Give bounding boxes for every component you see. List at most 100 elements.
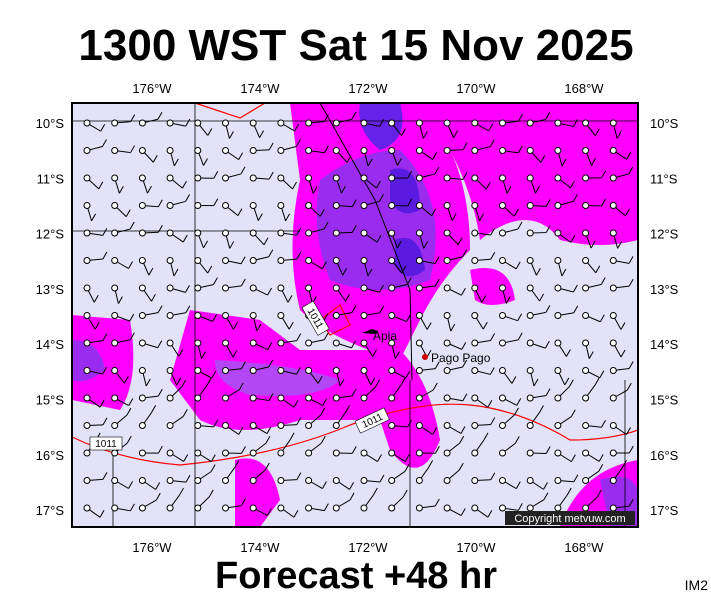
wind-barb [111, 202, 131, 217]
barb-flag [406, 277, 412, 285]
wind-barb [111, 145, 136, 154]
station [166, 449, 174, 457]
barb-flag [324, 114, 329, 122]
wind-barb [471, 202, 484, 222]
wind-barb [526, 112, 551, 127]
barb-flag [183, 454, 189, 462]
station [443, 229, 451, 237]
station [138, 257, 146, 264]
wind-barb [332, 477, 355, 490]
barb-flag [620, 322, 626, 330]
barb-flag [573, 119, 578, 127]
wind-barb [360, 174, 381, 189]
barb-flag [213, 277, 218, 285]
wind-barb [526, 477, 548, 490]
station [166, 284, 174, 292]
station [138, 394, 146, 402]
barb-flag [294, 123, 300, 132]
wind-barb [582, 339, 594, 359]
barb-flag [462, 393, 468, 401]
barb-flag [628, 256, 634, 264]
station [138, 367, 146, 374]
barb-flag [628, 498, 634, 507]
barb-flag [155, 482, 161, 490]
wind-barb [443, 359, 468, 374]
barb-flag [457, 237, 463, 245]
station [249, 119, 257, 127]
wind-barb [526, 367, 539, 387]
barb-flag [201, 351, 206, 359]
wind-barb [138, 445, 163, 457]
station [526, 312, 534, 319]
station [166, 174, 174, 182]
wind-barb [332, 305, 357, 319]
wind-barb [249, 171, 274, 182]
barb-flag [434, 166, 440, 175]
barb-flag [238, 152, 244, 160]
barb-flag [238, 427, 244, 435]
station [609, 477, 617, 484]
station [582, 394, 590, 402]
wind-barb [388, 464, 410, 484]
wind-barb [305, 114, 329, 127]
wind-barb [526, 446, 551, 457]
barb-flag [213, 171, 219, 179]
station [526, 257, 534, 264]
barb-flag [296, 417, 302, 425]
barb-flag [545, 305, 551, 313]
barb-flag [351, 446, 357, 454]
station [554, 394, 562, 402]
wind-barb [582, 449, 604, 462]
station [305, 422, 313, 429]
station [388, 504, 396, 512]
station [582, 504, 590, 512]
station [388, 449, 396, 457]
barb-flag [157, 340, 163, 348]
barb-flag [622, 460, 627, 468]
station [305, 257, 313, 264]
station [499, 147, 506, 154]
barb-flag [323, 313, 329, 322]
barb-flag [513, 209, 519, 217]
station [526, 202, 534, 209]
barb-flag [240, 166, 246, 175]
barb-flag [342, 267, 348, 276]
station [83, 229, 91, 237]
wind-barb [332, 446, 357, 457]
station [138, 477, 146, 484]
station [138, 339, 146, 347]
station [388, 312, 396, 319]
barb-flag [483, 432, 489, 441]
barb-flag [397, 158, 402, 166]
barb-flag [367, 268, 373, 277]
barb-flag [157, 388, 163, 397]
barb-flag [345, 405, 350, 413]
station [249, 257, 257, 264]
wind-barb [499, 503, 523, 512]
barb-flag [102, 228, 108, 236]
wind-barb [554, 367, 570, 386]
wind-barb [415, 312, 432, 330]
barb-flag [321, 261, 327, 269]
lon-label: 174°W [240, 81, 280, 96]
station [415, 257, 423, 264]
wind-barb [609, 460, 627, 484]
barb-flag [401, 265, 407, 274]
station [499, 229, 506, 237]
station [388, 394, 396, 402]
barb-flag [561, 158, 567, 167]
barb-flag [490, 472, 496, 481]
station [582, 257, 590, 264]
precip-field [72, 103, 638, 527]
barb-flag [601, 198, 607, 207]
wind-barb [554, 409, 576, 429]
wind-barb [111, 114, 136, 127]
station [83, 147, 91, 154]
barb-flag [379, 119, 385, 127]
station [443, 504, 451, 512]
barb-flag [570, 409, 576, 417]
wind-barb [222, 498, 246, 512]
wind-barb [222, 382, 244, 402]
wind-barb [83, 504, 105, 518]
copyright-box [505, 511, 635, 525]
